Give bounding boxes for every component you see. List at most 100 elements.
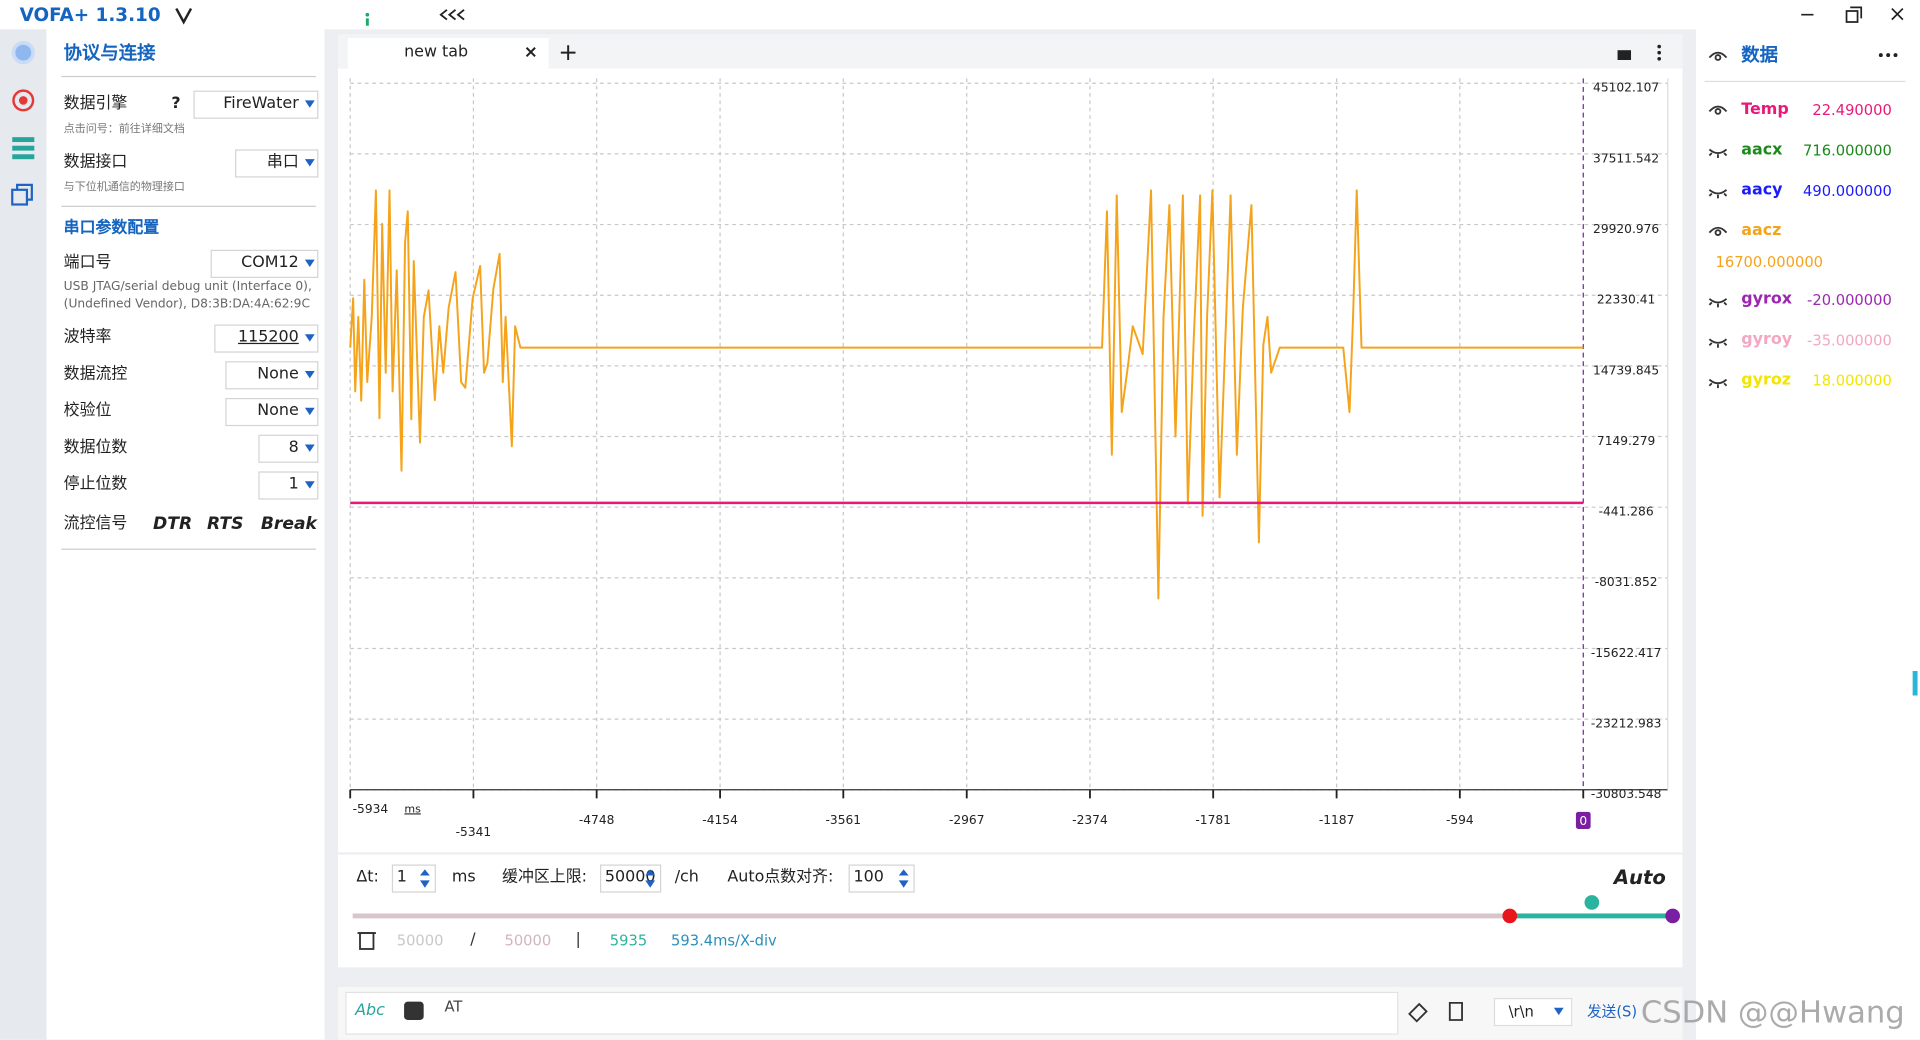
legend-name[interactable]: Temp <box>1741 100 1789 119</box>
send-format-icon[interactable] <box>404 1001 424 1021</box>
nav-icon[interactable] <box>12 89 35 112</box>
section-title: 串口参数配置 <box>63 219 160 238</box>
clear-icons[interactable] <box>357 932 1463 1023</box>
legend-name[interactable]: aacx <box>1741 140 1783 160</box>
x-axis-label: ms <box>404 802 421 815</box>
toolbar-icon <box>365 18 369 26</box>
flow-button[interactable]: RTS <box>206 514 244 534</box>
legend-value: -35.000000 <box>1807 331 1892 349</box>
y-tick-label: -15622.417 <box>1591 646 1662 660</box>
send-button[interactable]: 发送(S) <box>1586 1002 1638 1021</box>
y-tick-label: 37511.542 <box>1593 151 1659 165</box>
eye-closed-icon[interactable] <box>1708 189 1728 199</box>
control-label: Δt: <box>356 868 379 887</box>
dropdown-arrow <box>304 444 315 452</box>
auto-button[interactable]: Auto <box>1613 865 1666 889</box>
field-label: 数据流控 <box>63 364 128 384</box>
toolbar-icon[interactable] <box>439 9 465 21</box>
number-input[interactable] <box>848 864 915 893</box>
nav-icon[interactable] <box>11 183 33 206</box>
x-division: 593.4ms/X-div <box>671 931 777 949</box>
divider <box>61 205 316 207</box>
icon-strip <box>0 29 47 1040</box>
y-tick-label: 7149.279 <box>1597 434 1655 448</box>
app-title: VOFA+ 1.3.10 <box>19 3 161 26</box>
chart-panel <box>337 68 1683 853</box>
legend-name[interactable]: aacz <box>1741 221 1782 241</box>
port-description: USB JTAG/serial debug unit (Interface 0)… <box>63 280 312 294</box>
eye-open-icon[interactable] <box>1708 51 1728 61</box>
mode-button[interactable]: Abc <box>355 1001 385 1021</box>
eye-closed-icon[interactable] <box>1708 298 1728 308</box>
dropdown[interactable] <box>235 149 319 178</box>
separator: / <box>470 930 476 949</box>
nav-icon <box>18 96 28 105</box>
top-bar <box>0 0 1920 30</box>
tab-buttons[interactable] <box>525 45 576 61</box>
control-label: Auto点数对齐: <box>727 868 834 887</box>
slider-handle[interactable] <box>1584 895 1600 910</box>
eye-closed-icon[interactable] <box>1708 378 1728 389</box>
tab-menu[interactable] <box>1617 44 1662 61</box>
divider <box>61 548 316 550</box>
dropdown[interactable] <box>225 361 319 390</box>
nav-icon[interactable] <box>11 41 35 65</box>
dropdown-arrow <box>304 407 315 416</box>
dropdown-value: 串口 <box>266 153 299 172</box>
slider-range <box>1509 913 1673 919</box>
legend-name[interactable]: aacy <box>1741 181 1783 200</box>
legend-value: 18.000000 <box>1812 372 1892 390</box>
toolbar-icon[interactable] <box>365 12 370 17</box>
panel-menu[interactable] <box>1878 53 1898 58</box>
y-tick-label: -8031.852 <box>1595 575 1658 589</box>
send-input[interactable] <box>345 991 1399 1035</box>
window-controls[interactable] <box>1801 6 1904 23</box>
right-panel <box>1695 29 1920 1040</box>
field-label: 校验位 <box>63 401 112 421</box>
watermark: CSDN @@Hwang <box>1640 994 1905 1030</box>
legend-name[interactable]: gyrox <box>1741 290 1793 309</box>
tab-title[interactable]: new tab <box>404 42 469 62</box>
eye-closed-icon[interactable] <box>1708 148 1728 158</box>
buffer-used: 50000 <box>396 931 444 949</box>
dropdown[interactable] <box>225 397 319 427</box>
input-value: 1 <box>396 868 407 887</box>
legend-name[interactable]: gyroz <box>1741 371 1792 390</box>
y-tick-label: 45102.107 <box>1593 81 1659 95</box>
x-tick-label: -4748 <box>579 813 615 827</box>
dropdown[interactable] <box>193 90 319 119</box>
x-tick-label: -5934 <box>353 802 389 816</box>
line-ending: \r\n <box>1508 1002 1534 1021</box>
controls-panel <box>337 854 1683 968</box>
field-label: 数据接口 <box>63 153 128 172</box>
slider-handle[interactable] <box>1665 908 1681 924</box>
eye-open-icon[interactable] <box>1708 226 1728 236</box>
dropdown[interactable] <box>210 249 319 278</box>
legend-value: 490.000000 <box>1803 182 1892 200</box>
spinner <box>645 869 656 876</box>
field-label: 流控信号 <box>63 514 128 533</box>
eye-closed-icon[interactable] <box>1708 338 1728 348</box>
slider-handle[interactable] <box>1502 908 1518 924</box>
legend-value: 716.000000 <box>1803 142 1892 160</box>
eye-open-icon[interactable] <box>1708 105 1728 115</box>
number-input[interactable] <box>391 864 436 893</box>
nav-icon[interactable] <box>12 137 35 160</box>
scrollbar[interactable] <box>1912 671 1918 696</box>
legend-name[interactable]: gyroy <box>1741 330 1793 349</box>
number-input[interactable] <box>600 864 662 893</box>
flow-button[interactable]: DTR <box>153 514 193 534</box>
dropdown[interactable] <box>214 324 319 353</box>
spinner <box>420 869 430 876</box>
divider <box>1704 80 1906 83</box>
y-tick-label: 22330.41 <box>1597 293 1655 307</box>
flow-button[interactable]: Break <box>260 514 317 534</box>
dropdown-value: FireWater <box>223 94 299 113</box>
help-button[interactable]: ? <box>171 94 181 113</box>
dropdown-arrow <box>304 371 315 379</box>
dropdown-value: 8 <box>288 438 299 457</box>
port-description: (Undefined Vendor), D8:3B:DA:4A:62:9C <box>63 297 311 312</box>
cursor-marker <box>1575 811 1591 829</box>
toolbar-icon[interactable] <box>175 7 193 25</box>
tab[interactable] <box>347 37 549 69</box>
